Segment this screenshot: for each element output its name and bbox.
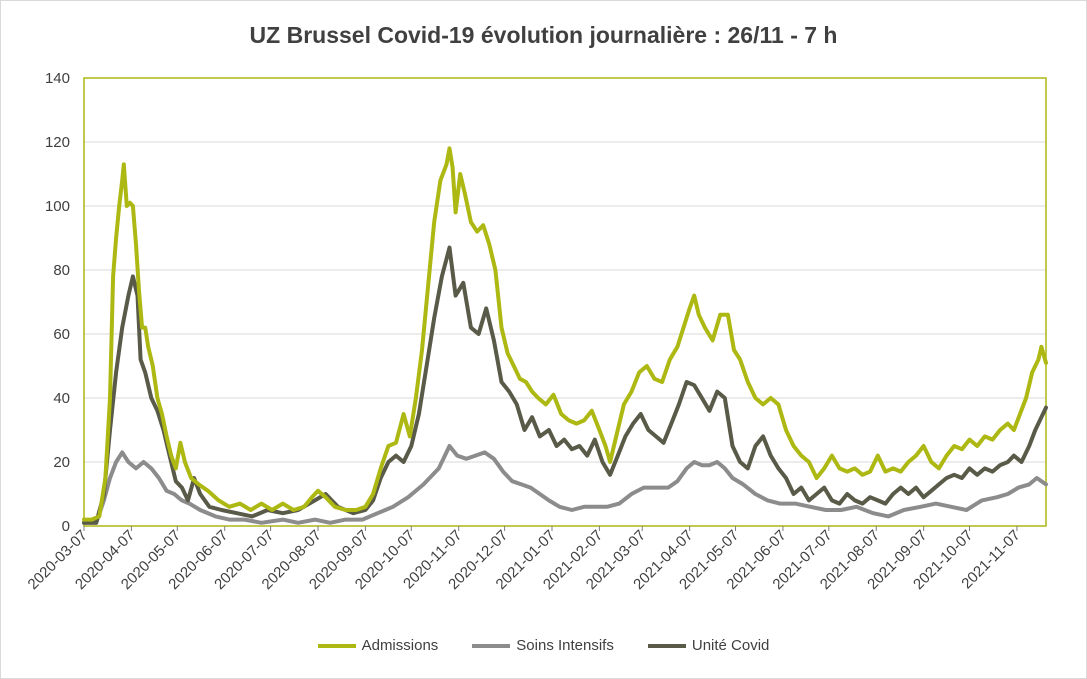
- series-line-unit-covid: [82, 245, 1048, 525]
- y-tick-label: 60: [53, 326, 70, 343]
- chart-title: UZ Brussel Covid-19 évolution journalièr…: [249, 22, 838, 48]
- legend-swatch-unite-covid: [647, 643, 686, 648]
- series-line-admissions: [82, 146, 1048, 522]
- legend-swatch-admissions: [317, 643, 356, 648]
- legend-label-admissions: Admissions: [361, 637, 439, 654]
- y-tick-label: 140: [45, 70, 70, 87]
- y-tick-label: 120: [45, 134, 70, 151]
- grid: [84, 141, 1046, 463]
- legend-label-unite-covid: Unité Covid: [691, 637, 770, 654]
- y-tick-label: 40: [53, 390, 70, 407]
- legend-item-unite-covid: Unité Covid: [647, 637, 770, 654]
- y-axis: 0 20 40 60 80 100 120 140: [45, 70, 70, 535]
- y-tick-label: 100: [45, 198, 70, 215]
- series-lines: [82, 146, 1048, 525]
- plot-area-border: [83, 77, 1047, 527]
- legend-label-soins-intensifs: Soins Intensifs: [516, 637, 614, 654]
- legend: Admissions Soins Intensifs Unité Covid: [0, 637, 1087, 654]
- x-axis: 2020-03-072020-04-072020-05-072020-06-07…: [25, 526, 1024, 593]
- y-tick-label: 20: [53, 454, 70, 471]
- y-tick-label: 80: [53, 262, 70, 279]
- series-line-soins-intensifs: [82, 444, 1048, 525]
- y-tick-label: 0: [62, 518, 70, 535]
- legend-item-soins-intensifs: Soins Intensifs: [472, 637, 614, 654]
- legend-swatch-soins-intensifs: [472, 643, 511, 648]
- legend-item-admissions: Admissions: [317, 637, 439, 654]
